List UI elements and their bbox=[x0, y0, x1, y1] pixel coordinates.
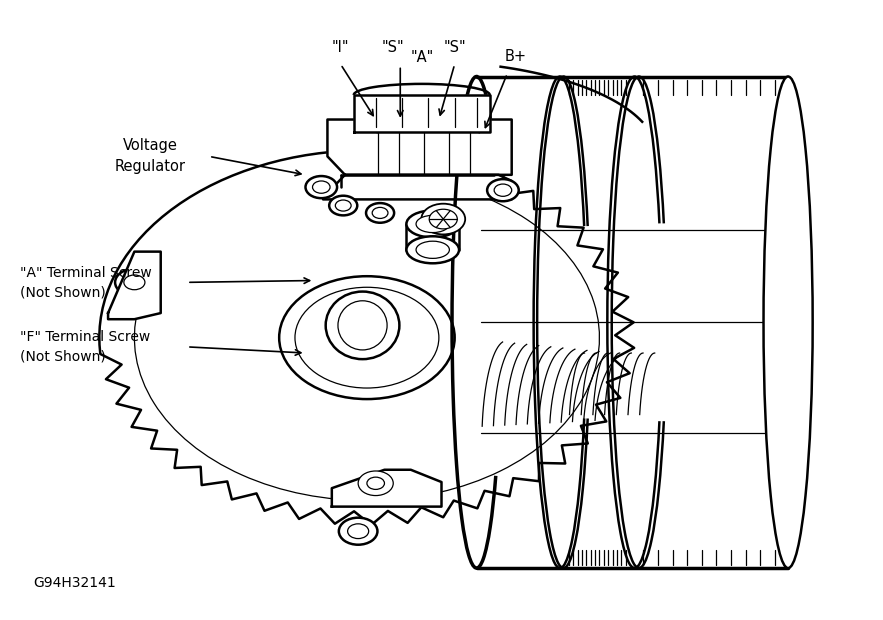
Polygon shape bbox=[332, 470, 442, 507]
Ellipse shape bbox=[406, 236, 459, 264]
Ellipse shape bbox=[306, 176, 337, 198]
Ellipse shape bbox=[367, 477, 384, 489]
Text: Voltage
Regulator: Voltage Regulator bbox=[115, 138, 185, 174]
Ellipse shape bbox=[366, 203, 394, 223]
Ellipse shape bbox=[326, 291, 399, 359]
Polygon shape bbox=[108, 252, 161, 319]
Ellipse shape bbox=[494, 184, 511, 197]
Ellipse shape bbox=[416, 241, 449, 259]
Ellipse shape bbox=[115, 269, 154, 296]
Text: "F" Terminal Screw
(Not Shown): "F" Terminal Screw (Not Shown) bbox=[20, 330, 151, 363]
Ellipse shape bbox=[124, 275, 145, 290]
Ellipse shape bbox=[406, 210, 459, 237]
Text: "S": "S" bbox=[443, 40, 466, 55]
Ellipse shape bbox=[429, 209, 457, 229]
Polygon shape bbox=[99, 150, 634, 525]
Ellipse shape bbox=[421, 204, 465, 234]
Ellipse shape bbox=[295, 287, 439, 388]
Ellipse shape bbox=[487, 179, 518, 202]
Text: "S": "S" bbox=[382, 40, 404, 55]
Text: G94H32141: G94H32141 bbox=[34, 575, 117, 590]
Polygon shape bbox=[354, 95, 490, 132]
Ellipse shape bbox=[348, 524, 369, 539]
Text: B+: B+ bbox=[505, 49, 527, 64]
Text: "A" Terminal Screw
(Not Shown): "A" Terminal Screw (Not Shown) bbox=[20, 265, 152, 299]
Ellipse shape bbox=[338, 301, 387, 350]
Ellipse shape bbox=[358, 471, 393, 495]
Ellipse shape bbox=[329, 196, 358, 215]
Polygon shape bbox=[323, 175, 511, 200]
Ellipse shape bbox=[279, 276, 455, 399]
Ellipse shape bbox=[416, 215, 449, 232]
Polygon shape bbox=[328, 120, 511, 175]
Ellipse shape bbox=[336, 200, 351, 211]
Ellipse shape bbox=[764, 76, 812, 568]
Ellipse shape bbox=[339, 518, 377, 545]
Text: "I": "I" bbox=[332, 40, 350, 55]
Ellipse shape bbox=[313, 181, 330, 193]
Text: "A": "A" bbox=[411, 50, 434, 66]
Ellipse shape bbox=[372, 207, 388, 218]
